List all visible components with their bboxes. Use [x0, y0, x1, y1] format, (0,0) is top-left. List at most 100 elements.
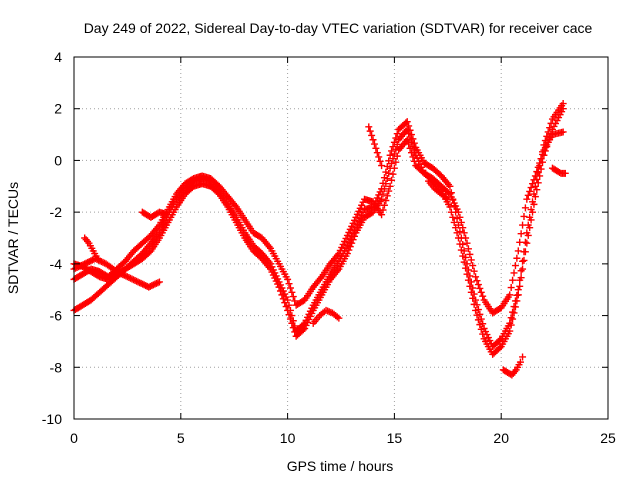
- data-point-track-a: [383, 192, 391, 200]
- data-point-track-c: [289, 324, 297, 332]
- data-point-track-c: [513, 297, 521, 305]
- data-point-segment-e: [164, 211, 172, 219]
- data-point-segment-d: [126, 274, 134, 282]
- data-point-track-a: [527, 184, 535, 192]
- data-point-segment-d: [72, 264, 80, 272]
- data-point-segment-d: [119, 271, 127, 279]
- data-point-segment-d: [120, 271, 128, 279]
- data-point-track-c: [385, 169, 393, 177]
- x-tick-label: 25: [600, 430, 616, 446]
- data-point-track-c: [393, 140, 401, 148]
- data-point-track-b: [446, 182, 454, 190]
- data-point-track-c: [521, 248, 529, 256]
- data-point-track-c: [453, 229, 461, 237]
- data-point-segment-d: [134, 278, 142, 286]
- data-point-track-c: [519, 265, 527, 273]
- data-point-track-c: [509, 315, 517, 323]
- data-point-track-b: [521, 238, 529, 246]
- data-point-track-c: [281, 299, 289, 307]
- data-point-segment-d: [142, 282, 150, 290]
- data-point-track-c: [530, 200, 538, 208]
- data-point-segment-d: [154, 279, 162, 287]
- data-point-track-c: [472, 306, 480, 314]
- data-point-segment-d: [123, 273, 131, 281]
- data-point-track-c: [452, 224, 460, 232]
- data-point-track-b: [405, 122, 413, 130]
- data-point-track-c: [520, 256, 528, 264]
- data-point-track-c: [378, 195, 386, 203]
- data-points: [70, 100, 569, 379]
- data-point-segment-d: [130, 276, 138, 284]
- data-point-track-c: [275, 283, 283, 291]
- data-point-track-c: [538, 158, 546, 166]
- data-point-segment-d: [136, 279, 144, 287]
- data-point-track-c: [299, 326, 307, 334]
- data-point-track-c: [288, 319, 296, 327]
- data-point-segment-h: [370, 140, 378, 148]
- data-point-track-a: [509, 276, 517, 284]
- x-tick-label: 10: [280, 430, 296, 446]
- data-point-track-c: [379, 190, 387, 198]
- data-point-segment-j: [516, 358, 524, 366]
- data-point-track-c: [409, 143, 417, 151]
- data-point-track-c: [285, 311, 293, 319]
- data-point-segment-j: [519, 353, 527, 361]
- data-point-track-a: [463, 239, 471, 247]
- data-point-track-c: [345, 246, 353, 254]
- data-point-track-c: [529, 208, 537, 216]
- data-point-track-c: [389, 155, 397, 163]
- data-point-track-c: [476, 321, 484, 329]
- data-point-track-a: [510, 269, 518, 277]
- data-point-segment-d: [75, 263, 83, 271]
- data-point-track-c: [517, 274, 525, 282]
- data-point-track-c: [543, 143, 551, 151]
- data-point-segment-h: [365, 123, 373, 131]
- data-point-track-c: [382, 180, 390, 188]
- data-point-track-c: [526, 224, 534, 232]
- data-point-track-c: [388, 159, 396, 167]
- data-point-track-c: [511, 303, 519, 311]
- data-point-track-c: [279, 295, 287, 303]
- data-point-segment-h: [368, 131, 376, 139]
- data-point-track-a: [467, 256, 475, 264]
- data-point-track-c: [559, 105, 567, 113]
- data-point-segment-d: [139, 280, 147, 288]
- data-point-segment-d: [145, 283, 153, 291]
- data-point-track-c: [449, 213, 457, 221]
- data-point-track-c: [534, 179, 542, 187]
- data-point-segment-d: [114, 268, 122, 276]
- data-point-segment-h: [369, 136, 377, 144]
- data-point-track-a: [382, 197, 390, 205]
- data-point-track-a: [472, 273, 480, 281]
- data-point-segment-d: [79, 261, 87, 269]
- data-point-track-a: [470, 267, 478, 275]
- data-point-track-a: [521, 204, 529, 212]
- data-point-segment-d: [133, 277, 141, 285]
- data-point-track-a: [386, 182, 394, 190]
- data-point-track-c: [466, 282, 474, 290]
- data-point-track-b: [453, 215, 461, 223]
- data-point-track-a: [514, 247, 522, 255]
- data-point-segment-d: [85, 258, 93, 266]
- data-point-track-c: [284, 306, 292, 314]
- data-point-track-c: [523, 239, 531, 247]
- data-point-track-c: [403, 125, 411, 133]
- data-point-track-c: [282, 303, 290, 311]
- data-point-segment-h: [375, 153, 383, 161]
- data-point-track-b: [496, 336, 504, 344]
- data-point-track-c: [380, 185, 388, 193]
- y-tick-label: -6: [50, 308, 63, 324]
- data-point-track-c: [390, 150, 398, 158]
- data-point-track-a: [288, 288, 296, 296]
- data-point-segment-d: [122, 272, 130, 280]
- data-point-track-c: [536, 172, 544, 180]
- x-tick-label: 15: [387, 430, 403, 446]
- data-point-track-c: [496, 344, 504, 352]
- data-point-track-a: [524, 191, 532, 199]
- data-point-track-c: [474, 316, 482, 324]
- data-point-track-c: [463, 270, 471, 278]
- data-point-segment-d: [97, 258, 105, 266]
